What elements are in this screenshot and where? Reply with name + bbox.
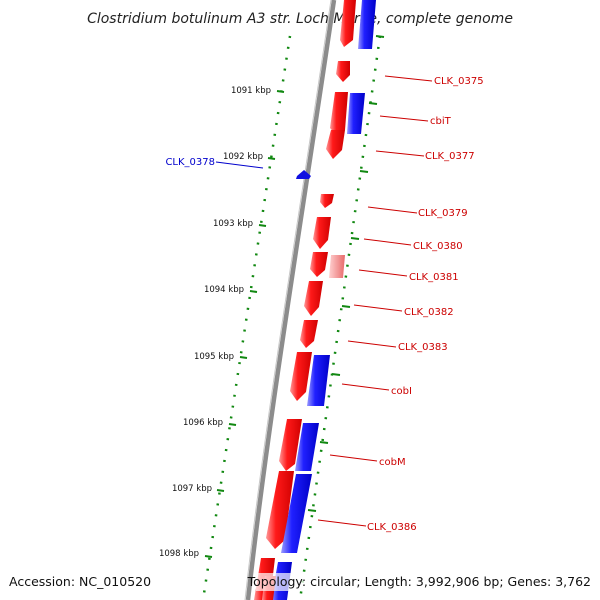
gene-arrow[interactable] <box>347 93 365 134</box>
ruler-label: 1097 kbp <box>172 484 212 494</box>
gene-label-clk-0383[interactable]: CLK_0383 <box>398 342 448 353</box>
ruler-tick <box>204 555 213 558</box>
gene-label-clk-0379[interactable]: CLK_0379 <box>418 208 468 219</box>
ruler-label: 1091 kbp <box>231 86 271 96</box>
ruler-label: 1096 kbp <box>183 418 223 428</box>
gene-label-clk-0375[interactable]: CLK_0375 <box>434 76 484 87</box>
gene-arrow[interactable] <box>340 0 356 47</box>
ruler-label: 1092 kbp <box>223 152 263 162</box>
gene-arrow[interactable] <box>329 255 345 278</box>
gene-features[interactable] <box>254 0 376 600</box>
gene-arrow[interactable] <box>295 423 319 471</box>
ruler-tick <box>228 423 237 426</box>
gene-arrow[interactable] <box>320 194 334 208</box>
gene-label-clk-0381[interactable]: CLK_0381 <box>409 272 459 283</box>
gene-label-clk-0382[interactable]: CLK_0382 <box>404 307 454 318</box>
gene-label-cobm[interactable]: cobM <box>379 457 406 468</box>
ruler-label: 1093 kbp <box>213 219 253 229</box>
ruler-tick <box>267 157 276 160</box>
gc-track-inner <box>298 35 382 600</box>
gene-arrow[interactable] <box>266 471 294 549</box>
gene-arrow[interactable] <box>358 0 376 49</box>
ruler-label: 1094 kbp <box>204 285 244 295</box>
gene-label-cbit[interactable]: cbiT <box>430 116 452 127</box>
gene-arrow[interactable] <box>326 130 345 159</box>
ruler-label: 1098 kbp <box>159 549 199 559</box>
gene-arrow[interactable] <box>296 170 311 179</box>
genome-backbone <box>245 0 337 600</box>
gene-arrow[interactable] <box>281 474 312 553</box>
gene-arrow[interactable] <box>307 355 330 406</box>
ruler-label: 1095 kbp <box>194 352 234 362</box>
topology-label: Topology: circular; Length: 3,992,906 bp… <box>247 574 591 589</box>
genome-title: Clostridium botulinum A3 str. Loch Maree… <box>87 11 513 27</box>
gc-inner-markers <box>307 35 385 512</box>
gene-label-clk-0377[interactable]: CLK_0377 <box>425 151 475 162</box>
gene-arrow[interactable] <box>304 281 323 316</box>
gene-label-clk-0378[interactable]: CLK_0378 <box>165 157 215 168</box>
gene-labels: CLK_0375 cbiT CLK_0377 CLK_0378 CLK_0379… <box>165 76 483 533</box>
gene-arrow[interactable] <box>336 61 350 82</box>
gene-arrow[interactable] <box>279 419 302 471</box>
gene-arrow[interactable] <box>300 320 318 348</box>
position-ruler: 1091 kbp 1092 kbp 1093 kbp 1094 kbp 1095… <box>159 86 285 559</box>
gene-label-clk-0386[interactable]: CLK_0386 <box>367 522 417 533</box>
ruler-tick <box>239 356 248 359</box>
ruler-tick <box>216 489 225 492</box>
gene-arrow[interactable] <box>290 352 312 401</box>
accession-label: Accession: NC_010520 <box>9 574 151 589</box>
topology-label-background <box>256 573 592 591</box>
ruler-tick <box>258 224 267 227</box>
gene-arrow[interactable] <box>310 252 328 277</box>
gene-arrow[interactable] <box>313 217 331 249</box>
ruler-tick <box>249 290 258 293</box>
gene-label-clk-0380[interactable]: CLK_0380 <box>413 241 463 252</box>
label-leaders <box>215 75 433 527</box>
ruler-tick <box>276 90 285 93</box>
genome-backbone-highlight <box>244 0 332 600</box>
gene-arrow[interactable] <box>330 92 348 136</box>
gene-label-cobi[interactable]: cobI <box>391 386 412 397</box>
